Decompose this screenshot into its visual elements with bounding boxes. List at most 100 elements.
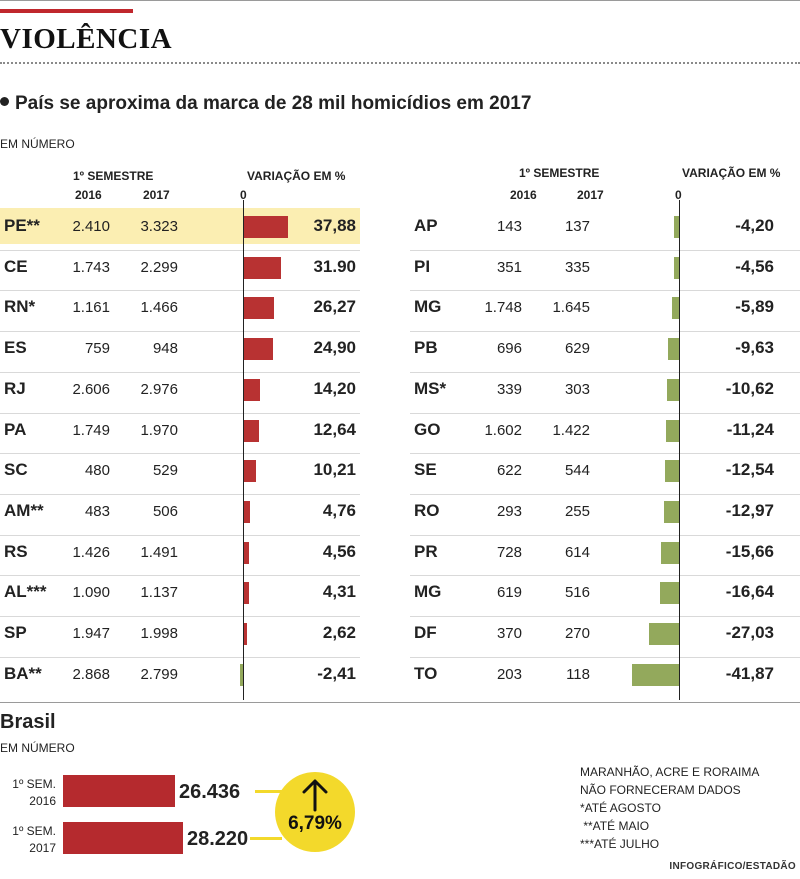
row-divider: [410, 534, 800, 536]
row-divider: [410, 616, 800, 617]
row-divider: [0, 453, 360, 455]
variation-value: 26,27: [313, 297, 356, 317]
value-2016: 1.602: [484, 421, 522, 439]
top-rule: [0, 0, 800, 1]
value-2016: 351: [496, 258, 522, 276]
semester-header-left: 1º SEMESTRE: [73, 169, 154, 183]
variation-value: 6,79%: [288, 813, 342, 834]
note-line: MARANHÃO, ACRE E RORAIMA: [580, 765, 760, 779]
variation-value: -11,24: [726, 419, 774, 439]
notes: MARANHÃO, ACRE E RORAIMA NÃO FORNECERAM …: [580, 763, 759, 853]
value-2017: 2.799: [140, 665, 178, 683]
section-accent-bar: [0, 9, 133, 13]
value-2016: 619: [496, 584, 522, 602]
state-label: RJ: [4, 378, 26, 398]
variation-bar: [664, 460, 679, 483]
variation-bar: [666, 419, 679, 442]
value-2017: 506: [152, 502, 178, 520]
variation-value: -41,87: [725, 663, 774, 683]
value-2017: 1.137: [140, 584, 178, 602]
variation-bar: [244, 256, 281, 279]
year-2017-header-right: 2017: [577, 188, 604, 202]
zero-label-left: 0: [240, 188, 247, 202]
value-2017: 2.976: [140, 380, 178, 398]
year-2016-header-right: 2016: [510, 188, 537, 202]
variation-value: 4,56: [322, 541, 356, 561]
value-2017: 614: [564, 543, 590, 561]
row-divider: [0, 616, 360, 617]
variation-value: -15,66: [725, 541, 774, 561]
state-label: GO: [414, 419, 441, 439]
state-label: AL***: [4, 582, 47, 602]
value-2016: 1.161: [72, 299, 110, 317]
variation-value: -27,03: [725, 623, 774, 642]
credit: INFOGRÁFICO/ESTADÃO: [669, 861, 796, 872]
state-label: CE: [4, 256, 28, 276]
headline-text: País se aproxima da marca de 28 mil homi…: [15, 93, 532, 114]
state-label: PE**: [4, 216, 40, 235]
state-label: PI: [414, 256, 431, 276]
state-label: MG: [414, 297, 442, 317]
value-2016: 728: [496, 543, 522, 561]
value-2017: 3.323: [140, 218, 178, 235]
variation-bar: [244, 378, 261, 401]
value-2016: 143: [496, 218, 522, 235]
state-label: MG: [414, 582, 442, 602]
brasil-row-label-2016: 1º SEM. 2016: [0, 776, 56, 810]
unit-label: EM NÚMERO: [0, 137, 75, 151]
row-divider: [0, 371, 360, 373]
value-2016: 759: [84, 340, 110, 358]
row-divider: [0, 534, 360, 536]
state-label: ES: [4, 338, 27, 358]
brasil-title: Brasil: [0, 711, 56, 733]
row-divider: [410, 575, 800, 577]
variation-header-left: VARIAÇÃO EM %: [247, 169, 346, 183]
brasil-unit-label: EM NÚMERO: [0, 741, 75, 755]
state-label: PB: [414, 338, 438, 358]
variation-bar: [244, 500, 250, 523]
variation-header-right: VARIAÇÃO EM %: [682, 166, 781, 180]
state-label: AP: [414, 216, 438, 235]
variation-bar: [240, 663, 243, 686]
state-label: PA: [4, 419, 27, 439]
variation-bar: [244, 582, 249, 605]
value-2017: 516: [564, 584, 590, 602]
note-line: **ATÉ MAIO: [580, 819, 650, 833]
value-2017: 948: [152, 340, 178, 358]
variation-value: 10,21: [313, 460, 356, 480]
state-label: RO: [414, 500, 440, 520]
row-divider: [410, 412, 800, 414]
variation-value: -10,62: [725, 378, 774, 398]
variation-bar: [674, 216, 679, 238]
variation-bar: [673, 256, 679, 279]
variation-bar: [648, 623, 679, 645]
variation-value: 4,76: [322, 500, 356, 520]
variation-value: 12,64: [313, 419, 356, 439]
variation-value: 31.90: [313, 256, 356, 276]
variation-bar: [661, 541, 679, 564]
state-label: DF: [414, 623, 437, 642]
value-2017: 1.645: [552, 299, 590, 317]
row-divider: [0, 331, 360, 333]
state-label: SP: [4, 623, 27, 642]
brasil-row-label-line2: 2016: [29, 794, 56, 808]
variation-value: 14,20: [313, 378, 356, 398]
state-label: PR: [414, 541, 438, 561]
brasil-bar-2016: [63, 775, 175, 807]
variation-value: -4,56: [735, 256, 774, 276]
semester-header-right: 1º SEMESTRE: [519, 166, 600, 180]
value-2016: 370: [496, 625, 522, 642]
value-2016: 480: [84, 462, 110, 480]
state-label: RN*: [4, 297, 36, 317]
value-2017: 255: [564, 502, 590, 520]
state-label: SE: [414, 460, 437, 480]
value-2016: 1.947: [72, 625, 110, 642]
value-2016: 622: [496, 462, 522, 480]
value-2016: 339: [496, 380, 522, 398]
value-2017: 629: [564, 340, 590, 358]
connector-line: [255, 790, 287, 793]
variation-value: 37,88: [313, 216, 356, 235]
variation-value: -5,89: [735, 297, 774, 317]
note-line: NÃO FORNECERAM DADOS: [580, 783, 741, 797]
variation-bar: [664, 500, 679, 523]
